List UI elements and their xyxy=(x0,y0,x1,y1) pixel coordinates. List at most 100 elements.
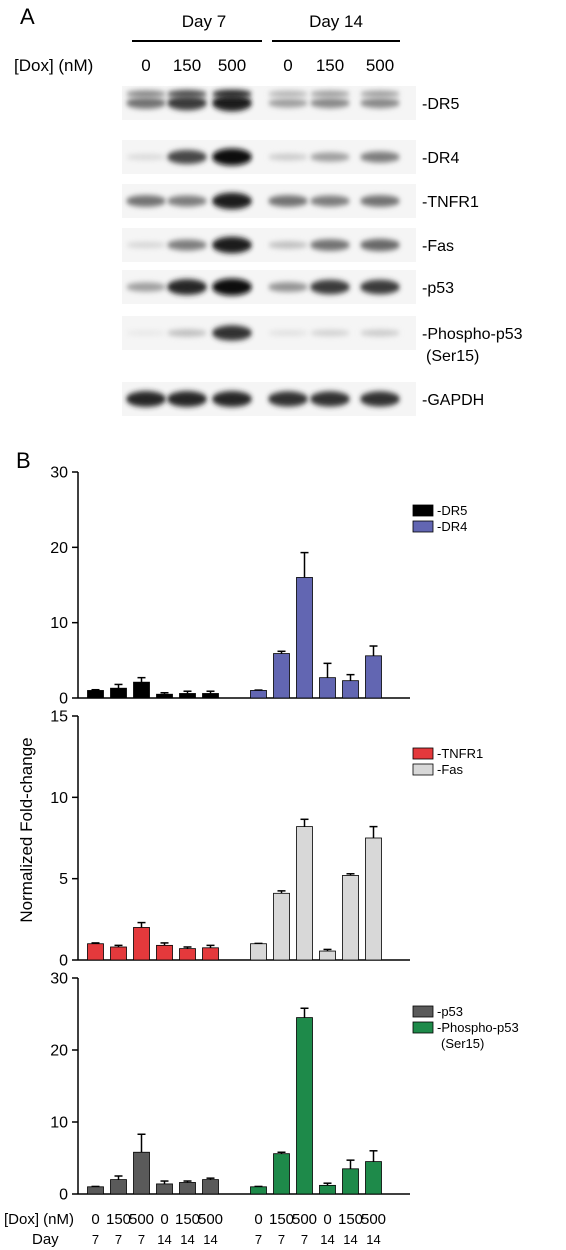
blot-band xyxy=(360,195,400,207)
blot-band xyxy=(310,97,350,109)
blot-band xyxy=(310,391,350,407)
legend-swatch xyxy=(412,1021,434,1034)
band-label: -DR4 xyxy=(422,150,459,167)
lane-label: 150 xyxy=(316,56,344,75)
blot-band xyxy=(310,329,350,337)
legend-label: -DR4 xyxy=(437,519,467,534)
bar xyxy=(250,943,267,961)
blot-dox-label: [Dox] (nM) xyxy=(14,56,93,75)
blot-band xyxy=(167,391,207,407)
bar xyxy=(110,1179,127,1195)
band-label: -DR5 xyxy=(422,96,459,113)
legend-label: -DR5 xyxy=(437,503,467,518)
legend-swatch xyxy=(412,504,434,517)
x-day-label: Day xyxy=(32,1231,59,1248)
x-dox-tick-label: 0 xyxy=(323,1211,331,1228)
blot-band xyxy=(360,329,400,337)
blot-band xyxy=(212,94,252,112)
bar xyxy=(156,944,173,961)
blot-band xyxy=(167,279,207,295)
blot-band xyxy=(360,151,400,163)
bar-chart-1: 0 10 20 30 -DR5-DR4 xyxy=(50,465,467,708)
blot-band xyxy=(310,152,350,162)
blot-band-upper xyxy=(167,89,207,99)
y-tick-label: 20 xyxy=(50,1043,68,1060)
bar xyxy=(296,577,313,699)
bar xyxy=(179,693,196,699)
blot-band xyxy=(360,97,400,109)
blot-band-upper xyxy=(310,90,350,98)
x-dox-tick-label: 150 xyxy=(338,1211,363,1228)
y-tick-label: 10 xyxy=(50,790,68,807)
blot-band xyxy=(167,329,207,337)
x-day-tick-label: 14 xyxy=(203,1232,217,1247)
bar xyxy=(110,946,127,961)
bar xyxy=(296,826,313,961)
band-label: -TNFR1 xyxy=(422,194,479,211)
bar xyxy=(342,680,359,699)
bar xyxy=(179,1182,196,1195)
lane-label: 500 xyxy=(218,56,246,75)
x-day-tick-label: 7 xyxy=(255,1232,262,1247)
blot-band xyxy=(212,236,252,254)
y-tick-label: 30 xyxy=(50,971,68,988)
band-label-extra: (Ser15) xyxy=(426,348,479,365)
y-tick-label: 0 xyxy=(59,691,68,708)
blot-band xyxy=(126,97,166,109)
x-day-tick-label: 7 xyxy=(115,1232,122,1247)
bar xyxy=(319,950,336,961)
x-dox-tick-label: 0 xyxy=(160,1211,168,1228)
bar xyxy=(273,653,290,699)
lane-label: 500 xyxy=(366,56,394,75)
x-day-tick-label: 14 xyxy=(320,1232,334,1247)
blot-band xyxy=(126,330,166,336)
blot-band xyxy=(268,330,308,336)
bar xyxy=(202,693,219,699)
blot-band xyxy=(167,195,207,207)
panel-b-letter: B xyxy=(16,448,31,473)
x-dox-tick-label: 500 xyxy=(292,1211,317,1228)
blot-row: -p53 xyxy=(122,270,454,304)
x-day-tick-label: 7 xyxy=(92,1232,99,1247)
bar xyxy=(319,677,336,699)
blot-band xyxy=(126,154,166,160)
bar xyxy=(179,948,196,961)
blot-band xyxy=(268,391,308,407)
blot-row: -DR5 xyxy=(122,86,459,120)
blot-band xyxy=(268,98,308,108)
y-tick-label: 0 xyxy=(59,1187,68,1204)
bar xyxy=(87,943,104,961)
x-day-tick-label: 7 xyxy=(301,1232,308,1247)
blot-row: -TNFR1 xyxy=(122,184,479,218)
blot-band xyxy=(310,239,350,251)
x-dox-tick-label: 150 xyxy=(175,1211,200,1228)
lane-label: 0 xyxy=(141,56,150,75)
lane-label: 0 xyxy=(283,56,292,75)
blot-band-upper xyxy=(126,90,166,98)
panel-b-charts: B Normalized Fold-change 0 10 20 30 -DR5-DR4… xyxy=(4,448,519,1248)
bar xyxy=(365,837,382,961)
bar xyxy=(342,875,359,961)
bar-plots: 0 10 20 30 -DR5-DR4 0 5 10 15 -TNFR1-Fas 0 10 20 30 -p… xyxy=(50,465,518,1204)
blot-row: -DR4 xyxy=(122,140,459,174)
blot-band xyxy=(126,282,166,292)
bar xyxy=(365,1161,382,1195)
legend-label-extra: (Ser15) xyxy=(441,1036,484,1051)
bar xyxy=(110,687,127,699)
blot-band xyxy=(360,279,400,295)
y-tick-label: 0 xyxy=(59,953,68,970)
blot-row: -GAPDH xyxy=(122,382,484,416)
y-tick-label: 15 xyxy=(50,709,68,726)
blot-band xyxy=(268,241,308,249)
bar xyxy=(273,892,290,961)
blot-band xyxy=(360,391,400,407)
x-dox-tick-label: 0 xyxy=(91,1211,99,1228)
legend-label: -Phospho-p53 xyxy=(437,1020,519,1035)
y-axis-title: Normalized Fold-change xyxy=(17,737,36,922)
bar xyxy=(133,681,150,699)
x-day-tick-label: 14 xyxy=(366,1232,380,1247)
bar xyxy=(156,1183,173,1195)
legend-swatch xyxy=(412,763,434,776)
y-tick-label: 5 xyxy=(59,871,68,888)
